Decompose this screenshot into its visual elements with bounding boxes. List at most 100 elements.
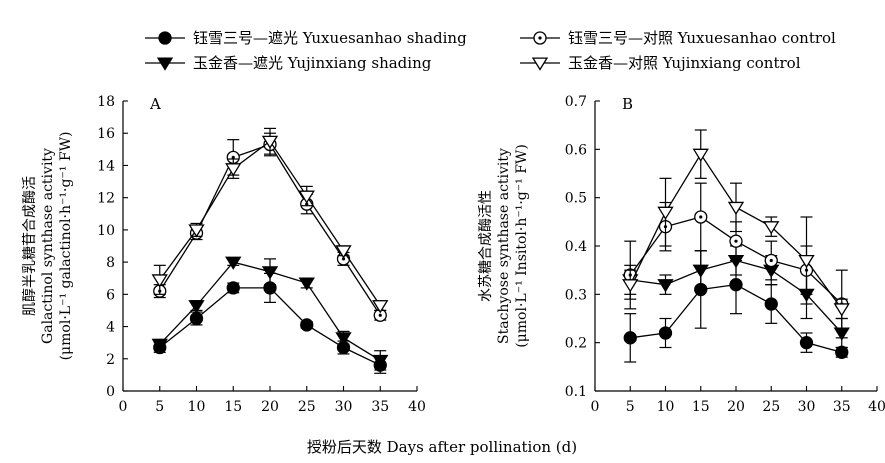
panel-a-data-point-triangle — [261, 266, 279, 280]
panel-a-data-point-triangle — [225, 163, 242, 177]
panel-b-y-tick-label: 0.3 — [565, 287, 587, 303]
panel-a-x-tick-label: 25 — [298, 399, 316, 415]
panel-a-data-point-circle — [226, 281, 240, 295]
panel-a-x-tick-label: 10 — [188, 399, 206, 415]
panel-b-data-point — [799, 336, 814, 350]
panel-b-data-point-circle — [799, 336, 814, 350]
panel-b-data-point — [764, 253, 778, 268]
panel-a-data-point — [372, 300, 389, 314]
panel-b-x-tick-label: 20 — [727, 399, 745, 415]
panel-a-data-point — [335, 245, 352, 259]
panel-a-data-point — [226, 281, 240, 295]
panel-b-data-point-triangle — [833, 303, 850, 317]
panel-a-y-axis-label-line: 肌醇半乳糖苷合成酶活 — [21, 176, 38, 316]
panel-b-data-point-circle — [835, 345, 849, 359]
legend-label: 玉金香—对照 Yujinxiang control — [568, 54, 801, 72]
panel-b-data-point — [692, 148, 709, 162]
panel-b-data-point — [763, 221, 780, 235]
panel-a-series-0 — [153, 272, 387, 374]
panel-a-data-point-circle — [300, 318, 314, 332]
panel-a-series-1 — [151, 256, 389, 371]
panel-b-y-axis-label-line: 水苏糖合成酶活性 — [478, 190, 494, 302]
panel-a-data-point — [151, 338, 168, 353]
legend-label: 钰雪三号—遮光 Yuxuesanhao shading — [193, 29, 467, 47]
panel-a-data-point-triangle — [298, 190, 315, 204]
panel-b-data-point-circle — [729, 278, 743, 292]
panel-b-data-point — [657, 206, 674, 220]
panel-b-data-point-triangle — [798, 254, 815, 269]
panel-b-data-point — [657, 279, 674, 293]
legend-label: 钰雪三号—对照 Yuxuesanhao control — [568, 29, 836, 47]
panel-a-x-tick-label: 35 — [371, 399, 389, 415]
legend-marker — [158, 31, 172, 45]
panel-b-data-point — [764, 297, 778, 311]
panel-b-data-point-triangle — [622, 279, 639, 293]
panel-a-data-point — [188, 224, 205, 238]
panel-a-x-tick-label: 40 — [408, 399, 426, 415]
panel-a-data-point-dot — [341, 257, 346, 261]
panel-b-data-point — [835, 345, 849, 359]
panel-a-x-tick-label: 20 — [261, 399, 279, 415]
panel-a-data-point-triangle — [372, 354, 389, 369]
panel-a-x-tick-label: 15 — [224, 399, 242, 415]
panel-b-x-tick-label: 30 — [798, 399, 816, 415]
panel-a-data-point-dot — [378, 313, 382, 317]
panel-a-data-point-triangle — [261, 135, 279, 150]
panel-a-data-point — [151, 274, 168, 288]
panel-a-data-point — [189, 311, 204, 326]
panel-b-y-tick-label: 0.1 — [565, 384, 587, 400]
panel-a-data-point — [225, 163, 242, 177]
legend: 钰雪三号—遮光 Yuxuesanhao shading 钰雪三号—对照 Yuxue… — [145, 29, 836, 72]
panel-b-data-point — [729, 278, 743, 292]
panel-a-data-point — [300, 318, 314, 332]
panel-a-x-tick-label: 0 — [119, 399, 128, 415]
panel-b-data-point-triangle — [657, 279, 674, 293]
panel-a-data-point — [373, 308, 387, 322]
panel-b-series-3 — [622, 129, 850, 320]
panel-b-data-point — [694, 210, 708, 224]
panel-b-data-point — [729, 234, 743, 248]
panel-a-data-point — [188, 300, 205, 314]
panel-b-x-tick-label: 40 — [868, 399, 885, 415]
panel-b-data-point — [692, 264, 709, 278]
panel-a-data-point-circle — [189, 311, 204, 326]
panel-a-data-point — [261, 266, 279, 280]
legend-marker — [156, 57, 174, 71]
panel-a-data-point-triangle — [335, 245, 352, 259]
legend-marker — [533, 31, 547, 45]
panel-a-x-tick-label: 30 — [335, 399, 353, 415]
panel-a-data-point — [372, 354, 389, 369]
panel-b-data-point-triangle — [657, 206, 674, 220]
panel-b-data-point — [798, 254, 815, 269]
panel-a-x-tick-label: 5 — [155, 399, 164, 415]
panel-a-series-3 — [151, 127, 389, 314]
panel-b-data-point-dot — [699, 215, 703, 219]
panel-a-y-tick-label: 16 — [97, 126, 115, 142]
panel-b-data-point-triangle — [727, 201, 745, 216]
panel-a-y-tick-label: 14 — [97, 158, 115, 174]
panel-b-series-2 — [623, 182, 849, 339]
panel-b-y-tick-label: 0.6 — [565, 142, 587, 158]
panel-a-data-point — [298, 190, 315, 204]
panel-a-y-tick-label: 12 — [97, 191, 115, 207]
panel-b-data-point-triangle — [692, 264, 709, 278]
panel-a-y-tick-label: 18 — [97, 94, 115, 110]
panel-b-x-tick-label: 5 — [626, 399, 635, 415]
panel-b-data-point — [727, 201, 745, 216]
panel-a-data-point-triangle — [372, 300, 389, 314]
panel-b-x-tick-label: 15 — [692, 399, 710, 415]
panel-b-data-point-triangle — [692, 148, 709, 162]
panel-b-data-point-dot — [769, 258, 773, 263]
panel-b-panel-letter: B — [622, 95, 633, 113]
panel-a-data-point-triangle — [151, 338, 168, 353]
panel-b-y-tick-label: 0.4 — [565, 239, 587, 255]
panel-b-x-tick-label: 10 — [657, 399, 675, 415]
legend-item: 玉金香—对照 Yujinxiang control — [520, 54, 801, 72]
panel-b-x-tick-label: 0 — [591, 399, 600, 415]
panel-a-y-tick-label: 8 — [106, 255, 115, 271]
panel-b-y-axis-label-line: (μmol·L⁻¹ Insitol·h⁻¹·g⁻¹ FW) — [514, 144, 530, 348]
panel-a-y-tick-label: 2 — [106, 352, 115, 368]
panel-a-data-point-triangle — [335, 332, 352, 346]
panel-a-y-tick-label: 0 — [106, 384, 115, 400]
